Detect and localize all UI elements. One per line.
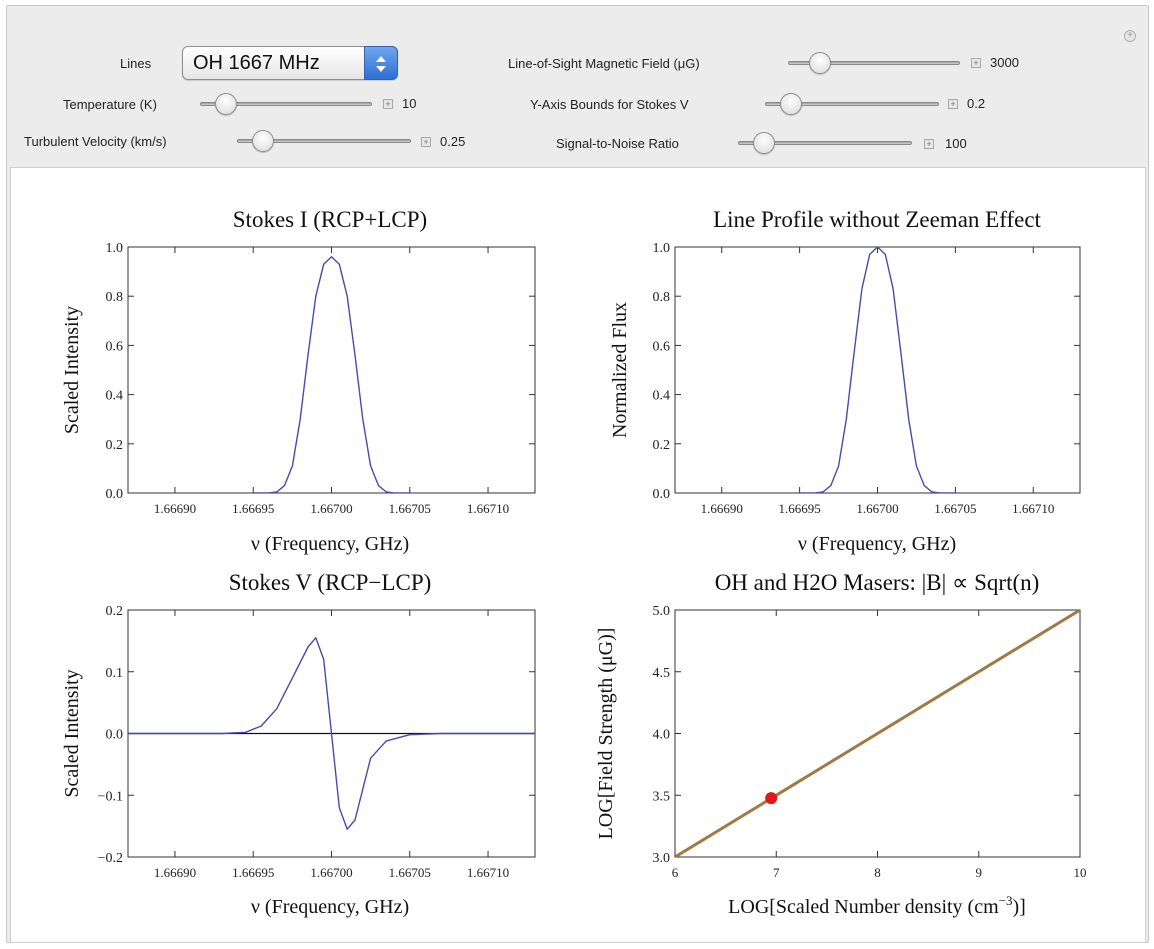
lines-label: Lines bbox=[120, 56, 152, 71]
slider-thumb[interactable] bbox=[215, 93, 237, 115]
turbulent-velocity-slider[interactable] bbox=[237, 130, 411, 152]
y-bounds-label: Y-Axis Bounds for Stokes V bbox=[530, 97, 689, 112]
options-plus-icon[interactable]: + bbox=[1124, 30, 1136, 42]
snr-label: Signal-to-Noise Ratio bbox=[556, 136, 679, 151]
turbulent-velocity-expand-icon[interactable]: + bbox=[421, 137, 431, 147]
lines-popup-menu[interactable]: OH 1667 MHz bbox=[182, 46, 398, 80]
popup-arrows-icon bbox=[364, 46, 398, 80]
snr-expand-icon[interactable]: + bbox=[924, 139, 934, 149]
magnetic-field-value: 3000 bbox=[990, 55, 1019, 70]
slider-thumb[interactable] bbox=[809, 52, 831, 74]
temperature-slider[interactable] bbox=[200, 93, 372, 115]
turbulent-velocity-label: Turbulent Velocity (km/s) bbox=[24, 134, 167, 149]
plot-area bbox=[10, 167, 1146, 943]
slider-thumb[interactable] bbox=[780, 93, 803, 115]
slider-thumb[interactable] bbox=[252, 130, 275, 152]
y-bounds-expand-icon[interactable]: + bbox=[948, 99, 958, 109]
turbulent-velocity-value: 0.25 bbox=[440, 134, 466, 149]
y-bounds-slider[interactable] bbox=[765, 93, 939, 115]
snr-slider[interactable] bbox=[738, 132, 912, 154]
temperature-expand-icon[interactable]: + bbox=[383, 99, 393, 109]
magnetic-field-label: Line-of-Sight Magnetic Field (μG) bbox=[508, 56, 700, 71]
magnetic-field-slider[interactable] bbox=[788, 52, 960, 74]
temperature-value: 10 bbox=[402, 96, 417, 111]
snr-value: 100 bbox=[945, 136, 967, 151]
y-bounds-value: 0.2 bbox=[967, 96, 986, 111]
slider-thumb[interactable] bbox=[753, 132, 776, 154]
temperature-label: Temperature (K) bbox=[63, 97, 157, 112]
magnetic-field-expand-icon[interactable]: + bbox=[971, 58, 981, 68]
lines-selected-value: OH 1667 MHz bbox=[193, 52, 320, 74]
